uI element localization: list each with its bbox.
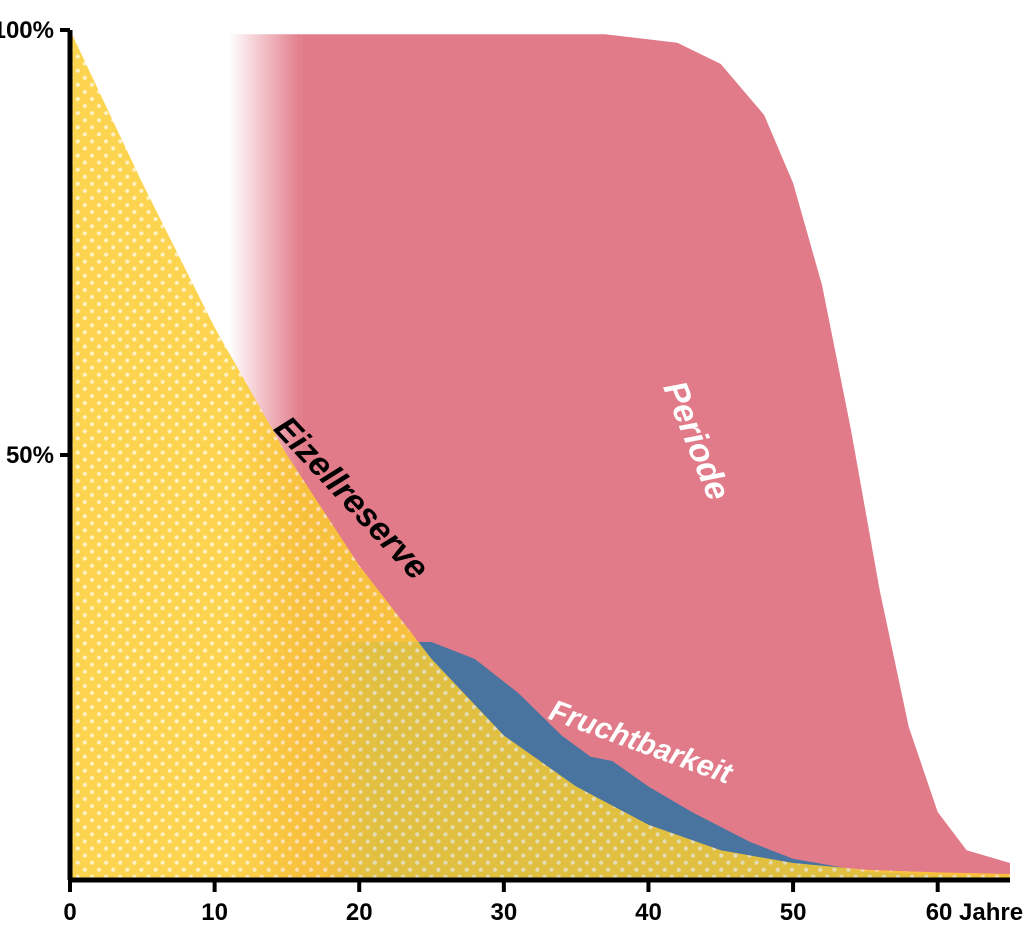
y-tick-label: 50%	[6, 442, 54, 469]
x-tick-label: 50	[780, 899, 807, 926]
x-tick-label: 30	[490, 899, 517, 926]
x-tick-label: 0	[63, 899, 76, 926]
x-tick-label: 60 Jahre	[926, 899, 1023, 926]
x-tick-label: 10	[201, 899, 228, 926]
x-tick-label: 20	[346, 899, 373, 926]
x-tick-label: 40	[635, 899, 662, 926]
chart-svg: 50%100%0102030405060 JahreEizellreserveP…	[0, 0, 1030, 948]
fertility-chart: 50%100%0102030405060 JahreEizellreserveP…	[0, 0, 1030, 948]
y-tick-label: 100%	[0, 17, 54, 44]
